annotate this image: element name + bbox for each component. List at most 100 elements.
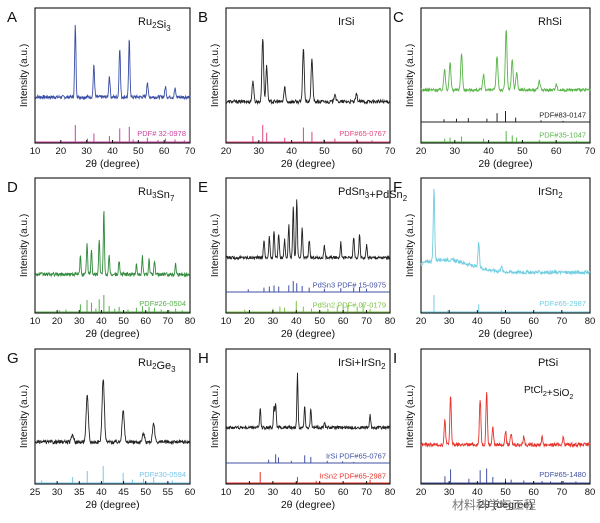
x-tick-label: 70: [557, 487, 568, 498]
panel-title: PdSn3+PdSn2: [338, 186, 407, 203]
x-tick-label: 30: [444, 316, 455, 327]
x-tick-label: 50: [517, 146, 528, 157]
x-tick-label: 30: [52, 487, 63, 498]
x-tick-label: 50: [314, 487, 325, 498]
x-tick-label: 50: [500, 316, 511, 327]
reference-label: PdSn2 PDF# 07-0179: [313, 300, 386, 309]
x-tick-label: 30: [81, 146, 92, 157]
panel-title: RhSi: [538, 16, 562, 28]
x-tick-label: 40: [286, 146, 297, 157]
x-tick-label: 10: [221, 316, 232, 327]
x-tick-label: 40: [483, 146, 494, 157]
xrd-pattern-line: [34, 210, 191, 278]
x-axis-label: 2θ (degree): [281, 499, 335, 511]
x-axis-label: 2θ (degree): [85, 499, 139, 511]
x-tick-label: 35: [74, 487, 85, 498]
x-tick-label: 60: [528, 487, 539, 498]
reference-label: PDF#35-1047: [539, 130, 586, 139]
x-tick-label: 10: [221, 487, 232, 498]
plot-frame: [34, 348, 191, 485]
panel-title: Ru2Si3: [138, 16, 171, 33]
reference-label: PDF#65-0767: [339, 129, 386, 138]
x-tick-label: 80: [185, 316, 196, 327]
x-axis-label: 2θ (degree): [478, 158, 532, 170]
x-tick-label: 20: [52, 316, 63, 327]
x-tick-label: 40: [96, 316, 107, 327]
x-tick-label: 50: [133, 146, 144, 157]
x-tick-label: 40: [472, 487, 483, 498]
plot-frame: [225, 177, 391, 314]
x-tick-label: 60: [185, 487, 196, 498]
reference-label: PDF#83-0147: [539, 110, 586, 119]
panel-letter: D: [7, 179, 18, 196]
x-tick-label: 25: [30, 487, 41, 498]
x-tick-label: 20: [416, 487, 427, 498]
x-axis-label: 2θ (degree): [281, 158, 335, 170]
x-tick-label: 60: [159, 146, 170, 157]
reference-label: IrSi PDF#65-0767: [326, 451, 386, 460]
y-axis-label: Intensity (a.u.): [405, 44, 416, 107]
x-tick-label: 70: [361, 487, 372, 498]
y-axis-label: Intensity (a.u.): [210, 44, 221, 107]
xrd-pattern-line: [34, 24, 191, 101]
xrd-pattern-line: [420, 188, 591, 276]
x-tick-label: 20: [416, 146, 427, 157]
reference-label: IrSn2 PDF#65-2987: [319, 471, 386, 480]
x-tick-label: 40: [291, 316, 302, 327]
x-tick-label: 30: [268, 487, 279, 498]
y-axis-label: Intensity (a.u.): [19, 214, 30, 277]
panel-title: Ru2Ge3: [138, 357, 176, 374]
x-tick-label: 50: [314, 316, 325, 327]
x-tick-label: 70: [185, 146, 196, 157]
y-axis-label: Intensity (a.u.): [210, 214, 221, 277]
y-axis-label: Intensity (a.u.): [19, 385, 30, 448]
x-tick-label: 80: [585, 316, 596, 327]
x-tick-label: 70: [361, 316, 372, 327]
reference-label: PDF#65-1480: [539, 470, 586, 479]
reference-label: PDF#26-0504: [139, 299, 186, 308]
plot-frame: [420, 177, 591, 314]
x-tick-label: 40: [96, 487, 107, 498]
x-tick-label: 10: [30, 316, 41, 327]
panel-letter: B: [198, 9, 208, 26]
panel-title: PtSi: [538, 357, 558, 369]
plot-frame: [420, 348, 591, 485]
reference-label: PDF#65-2987: [539, 299, 586, 308]
x-tick-label: 40: [291, 487, 302, 498]
x-tick-label: 70: [163, 316, 174, 327]
x-tick-label: 60: [140, 316, 151, 327]
panel-letter: H: [198, 350, 209, 367]
x-tick-label: 60: [551, 146, 562, 157]
x-axis-label: 2θ (degree): [478, 499, 532, 511]
panel-letter: E: [198, 179, 208, 196]
x-tick-label: 20: [244, 487, 255, 498]
x-axis-label: 2θ (degree): [85, 158, 139, 170]
x-tick-label: 10: [30, 146, 41, 157]
panel-d: PDF#26-0504 10 20 30 40 50 60 70 80 2θ (degree) In…: [7, 177, 196, 340]
x-tick-label: 40: [107, 146, 118, 157]
x-tick-label: 80: [585, 487, 596, 498]
panel-letter: F: [393, 179, 402, 196]
plot-frame: [225, 348, 391, 485]
panel-letter: C: [393, 9, 404, 26]
x-tick-label: 60: [338, 316, 349, 327]
x-tick-label: 70: [385, 146, 396, 157]
x-tick-label: 30: [450, 146, 461, 157]
x-tick-label: 50: [118, 316, 129, 327]
x-tick-label: 20: [416, 316, 427, 327]
panel-letter: I: [393, 350, 397, 367]
x-tick-label: 30: [444, 487, 455, 498]
panel-title: IrSi: [338, 16, 355, 28]
x-tick-label: 60: [338, 487, 349, 498]
panel-g: PDF#30-0594 25 30 35 40 45 50 55 60 2θ (degree) In…: [7, 348, 196, 511]
y-axis-label: Intensity (a.u.): [19, 44, 30, 107]
y-axis-label: Intensity (a.u.): [405, 214, 416, 277]
panel-title: IrSn2: [538, 186, 563, 200]
xrd-pattern-line: [420, 30, 591, 94]
x-tick-label: 50: [140, 487, 151, 498]
x-tick-label: 45: [118, 487, 129, 498]
y-axis-label: Intensity (a.u.): [405, 385, 416, 448]
xrd-pattern-line: [34, 379, 191, 446]
x-tick-label: 30: [254, 146, 265, 157]
